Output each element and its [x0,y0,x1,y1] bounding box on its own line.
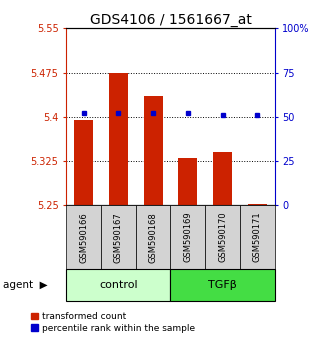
Bar [66,205,101,269]
Bar [101,205,136,269]
Bar [66,269,170,301]
Text: GSM590171: GSM590171 [253,212,262,263]
Legend: transformed count, percentile rank within the sample: transformed count, percentile rank withi… [31,313,195,333]
Text: GSM590166: GSM590166 [79,212,88,263]
Bar [240,205,275,269]
Text: GSM590170: GSM590170 [218,212,227,263]
Text: GSM590168: GSM590168 [149,212,158,263]
Bar [213,152,232,205]
Bar [205,205,240,269]
Text: GSM590167: GSM590167 [114,212,123,263]
Text: agent  ▶: agent ▶ [3,280,48,290]
Text: TGFβ: TGFβ [208,280,237,290]
Bar [109,73,128,205]
Text: control: control [99,280,138,290]
Bar [170,205,205,269]
Bar [248,204,267,205]
Bar [136,205,170,269]
Bar [74,120,93,205]
Text: GSM590169: GSM590169 [183,212,192,263]
Title: GDS4106 / 1561667_at: GDS4106 / 1561667_at [89,13,252,27]
Bar [178,158,197,205]
Bar [170,269,275,301]
Bar [144,96,163,205]
